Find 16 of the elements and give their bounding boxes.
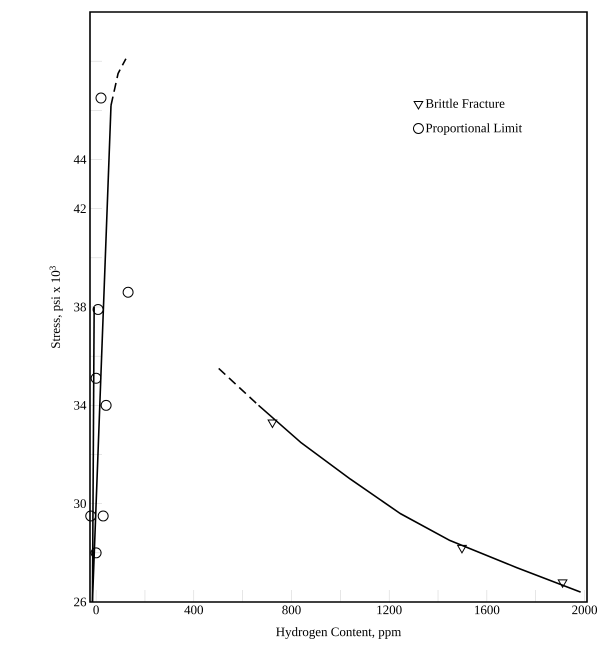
y-axis-title: Stress, psi x 10$^{3}$ [50, 266, 63, 348]
x-tick-label: 2000 [572, 606, 598, 614]
x-tick-label: 1200 [377, 606, 402, 614]
x-tick-label: 0 [93, 606, 99, 614]
y-tick-label: 34 [74, 400, 86, 410]
x-tick-label: 800 [282, 606, 301, 614]
y-tick-label: 38 [74, 302, 86, 312]
y-tick-label: 30 [74, 499, 86, 508]
y-tick-label: 26 [74, 598, 86, 606]
x-tick-label: 1600 [475, 606, 500, 614]
legend-label: Proportional Limit [426, 123, 522, 135]
x-tick-label: 400 [184, 606, 204, 614]
y-tick-label: 44 [74, 155, 86, 164]
legend-label: Brittle Fracture [426, 98, 504, 108]
y-tick-label: 42 [74, 204, 86, 213]
x-axis-title: Hydrogen Content, ppm [276, 627, 402, 639]
